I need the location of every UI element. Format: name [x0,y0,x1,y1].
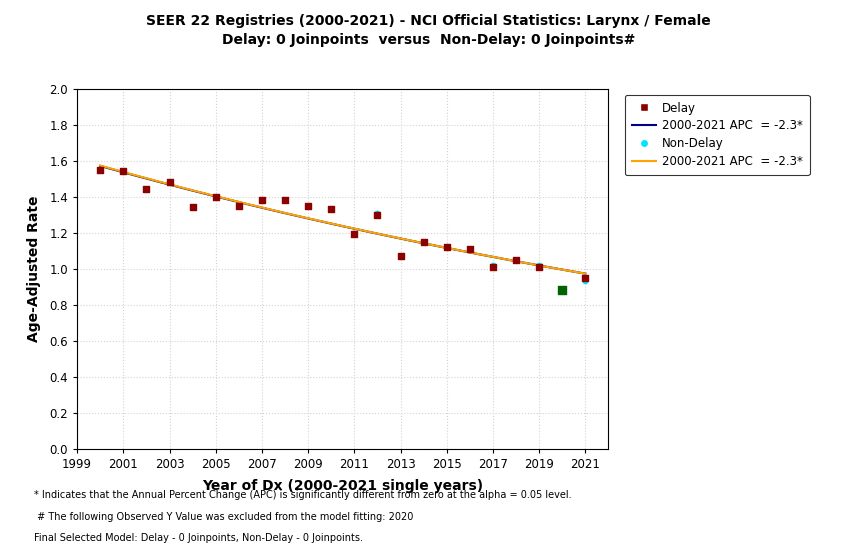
Point [209,192,223,201]
Point [393,252,407,260]
Text: # The following Observed Y Value was excluded from the model fitting: 2020: # The following Observed Y Value was exc… [34,512,414,522]
Point [555,286,569,295]
Point [279,196,292,204]
Point [117,167,130,176]
Point [302,201,315,210]
Point [532,263,546,271]
Y-axis label: Age-Adjusted Rate: Age-Adjusted Rate [27,196,41,342]
Point [255,196,269,204]
Point [232,201,246,210]
Point [417,237,430,246]
X-axis label: Year of Dx (2000-2021 single years): Year of Dx (2000-2021 single years) [202,479,483,493]
Point [163,178,177,187]
Point [302,201,315,210]
Legend: Delay, 2000-2021 APC  = -2.3*, Non-Delay, 2000-2021 APC  = -2.3*: Delay, 2000-2021 APC = -2.3*, Non-Delay,… [625,95,810,175]
Point [393,252,407,260]
Point [463,244,476,253]
Point [370,208,384,217]
Point [578,277,592,286]
Text: Final Selected Model: Delay - 0 Joinpoints, Non-Delay - 0 Joinpoints.: Final Selected Model: Delay - 0 Joinpoin… [34,533,363,543]
Text: Delay: 0 Joinpoints  versus  Non-Delay: 0 Joinpoints#: Delay: 0 Joinpoints versus Non-Delay: 0 … [222,33,635,47]
Text: * Indicates that the Annual Percent Change (APC) is significantly different from: * Indicates that the Annual Percent Chan… [34,490,572,500]
Point [347,230,361,239]
Point [255,196,269,204]
Point [186,203,200,212]
Point [370,210,384,219]
Text: SEER 22 Registries (2000-2021) - NCI Official Statistics: Larynx / Female: SEER 22 Registries (2000-2021) - NCI Off… [147,14,710,28]
Point [532,260,546,269]
Point [93,165,107,174]
Point [486,260,500,269]
Point [347,228,361,237]
Point [186,203,200,212]
Point [140,185,153,194]
Point [93,165,107,174]
Point [325,205,339,214]
Point [509,255,523,264]
Point [486,263,500,271]
Point [417,237,430,246]
Point [440,243,453,252]
Point [209,192,223,201]
Point [140,185,153,194]
Point [163,178,177,187]
Point [463,244,476,253]
Point [578,273,592,282]
Point [325,205,339,214]
Point [440,243,453,252]
Point [279,196,292,204]
Point [117,167,130,176]
Point [509,255,523,264]
Point [232,201,246,210]
